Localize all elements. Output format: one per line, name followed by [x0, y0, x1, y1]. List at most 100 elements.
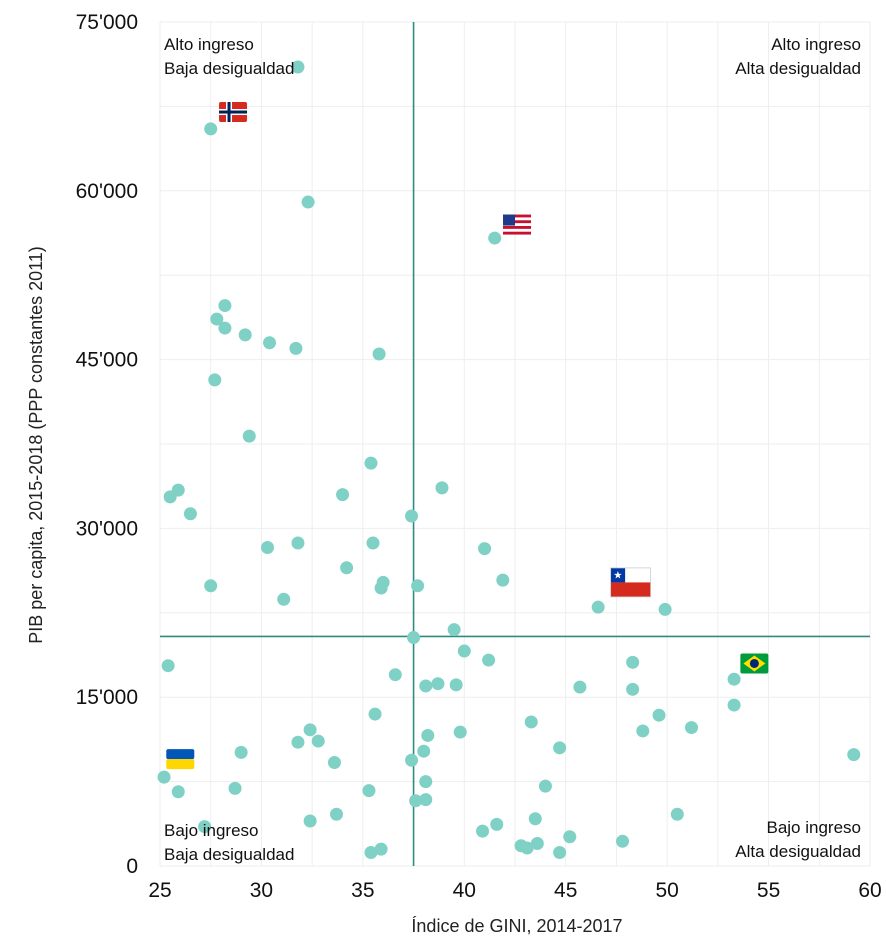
data-point	[291, 735, 305, 749]
data-points	[157, 60, 861, 859]
quadrant-label-top-left-line2: Baja desigualdad	[164, 59, 294, 78]
data-point	[161, 659, 175, 673]
data-point	[289, 341, 303, 355]
data-point	[419, 679, 433, 693]
data-point	[311, 734, 325, 748]
data-point	[520, 841, 534, 855]
quadrant-label-bottom-right-line2: Alta desigualdad	[735, 842, 861, 861]
quadrant-label-bottom-left-line1: Bajo ingreso	[164, 821, 259, 840]
data-point	[301, 195, 315, 209]
data-point	[449, 678, 463, 692]
data-point	[204, 579, 218, 593]
reference-lines	[160, 22, 870, 866]
data-point	[291, 60, 305, 74]
data-point	[417, 744, 431, 758]
data-point	[372, 347, 386, 361]
data-point	[263, 336, 277, 350]
data-point	[261, 541, 275, 555]
x-tick-label: 50	[655, 879, 678, 902]
grid	[159, 21, 871, 867]
data-point	[727, 672, 741, 686]
data-point	[362, 784, 376, 798]
data-point	[198, 820, 212, 834]
data-point	[405, 753, 419, 767]
data-point	[336, 488, 350, 502]
y-tick-label: 60'000	[76, 180, 138, 203]
flag-norway-icon	[219, 102, 248, 123]
data-point	[652, 708, 666, 722]
flag-chile-icon	[610, 567, 652, 598]
data-point	[171, 785, 185, 799]
data-point	[431, 677, 445, 691]
x-tick-label: 55	[757, 879, 780, 902]
data-point	[658, 602, 672, 616]
x-tick-label: 40	[453, 879, 476, 902]
data-point	[204, 122, 218, 136]
x-tick-label: 45	[554, 879, 577, 902]
quadrant-label-top-left-line1: Alto ingreso	[164, 35, 254, 54]
y-tick-label: 45'000	[76, 349, 138, 372]
x-tick-label: 35	[351, 879, 374, 902]
data-point	[478, 542, 492, 556]
data-point	[364, 456, 378, 470]
data-point	[171, 483, 185, 497]
y-tick-label: 0	[126, 855, 138, 878]
data-point	[476, 824, 490, 838]
quadrant-label-bottom-right-line1: Bajo ingreso	[766, 818, 861, 837]
quadrant-label-top-right-line1: Alto ingreso	[771, 35, 861, 54]
data-point	[234, 745, 248, 759]
y-tick-label: 15'000	[76, 686, 138, 709]
data-point	[368, 707, 382, 721]
data-point	[573, 680, 587, 694]
data-point	[457, 644, 471, 658]
data-point	[626, 682, 640, 696]
data-point	[388, 668, 402, 682]
data-point	[277, 592, 291, 606]
x-tick-label: 25	[148, 879, 171, 902]
data-point	[419, 793, 433, 807]
data-point	[374, 581, 388, 595]
data-point	[528, 812, 542, 826]
data-point	[453, 725, 467, 739]
data-point	[340, 561, 354, 575]
data-point	[291, 536, 305, 550]
data-point	[364, 845, 378, 859]
data-point	[218, 321, 232, 335]
data-point	[303, 814, 317, 828]
data-point	[228, 781, 242, 795]
data-point	[553, 845, 567, 859]
y-tick-label: 75'000	[76, 11, 138, 34]
data-point	[553, 741, 567, 755]
data-point	[374, 842, 388, 856]
x-tick-label: 30	[250, 879, 273, 902]
data-point	[329, 807, 343, 821]
data-point	[496, 573, 510, 587]
data-point	[218, 299, 232, 313]
data-point	[421, 728, 435, 742]
data-point	[419, 775, 433, 789]
data-point	[670, 807, 684, 821]
data-point	[208, 373, 222, 387]
data-point	[327, 755, 341, 769]
data-point	[407, 631, 421, 645]
flag-ukraine-icon	[166, 749, 195, 770]
data-point	[435, 481, 449, 495]
data-point	[303, 723, 317, 737]
quadrant-label-bottom-left-line2: Baja desigualdad	[164, 845, 294, 864]
data-point	[242, 429, 256, 443]
data-point	[210, 312, 224, 326]
quadrant-labels: Alto ingreso Baja desigualdad Alto ingreso…	[164, 35, 861, 864]
data-point	[524, 715, 538, 729]
data-point	[183, 507, 197, 521]
data-point	[616, 834, 630, 848]
quadrant-label-top-right-line2: Alta desigualdad	[735, 59, 861, 78]
x-axis-title: Índice de GINI, 2014-2017	[411, 916, 622, 936]
y-tick-label: 30'000	[76, 517, 138, 540]
data-point	[727, 698, 741, 712]
flag-brazil-icon	[740, 653, 769, 674]
data-point	[488, 231, 502, 245]
y-axis-title: PIB per capita, 2015-2018 (PPP constante…	[26, 246, 46, 644]
data-point	[238, 328, 252, 342]
